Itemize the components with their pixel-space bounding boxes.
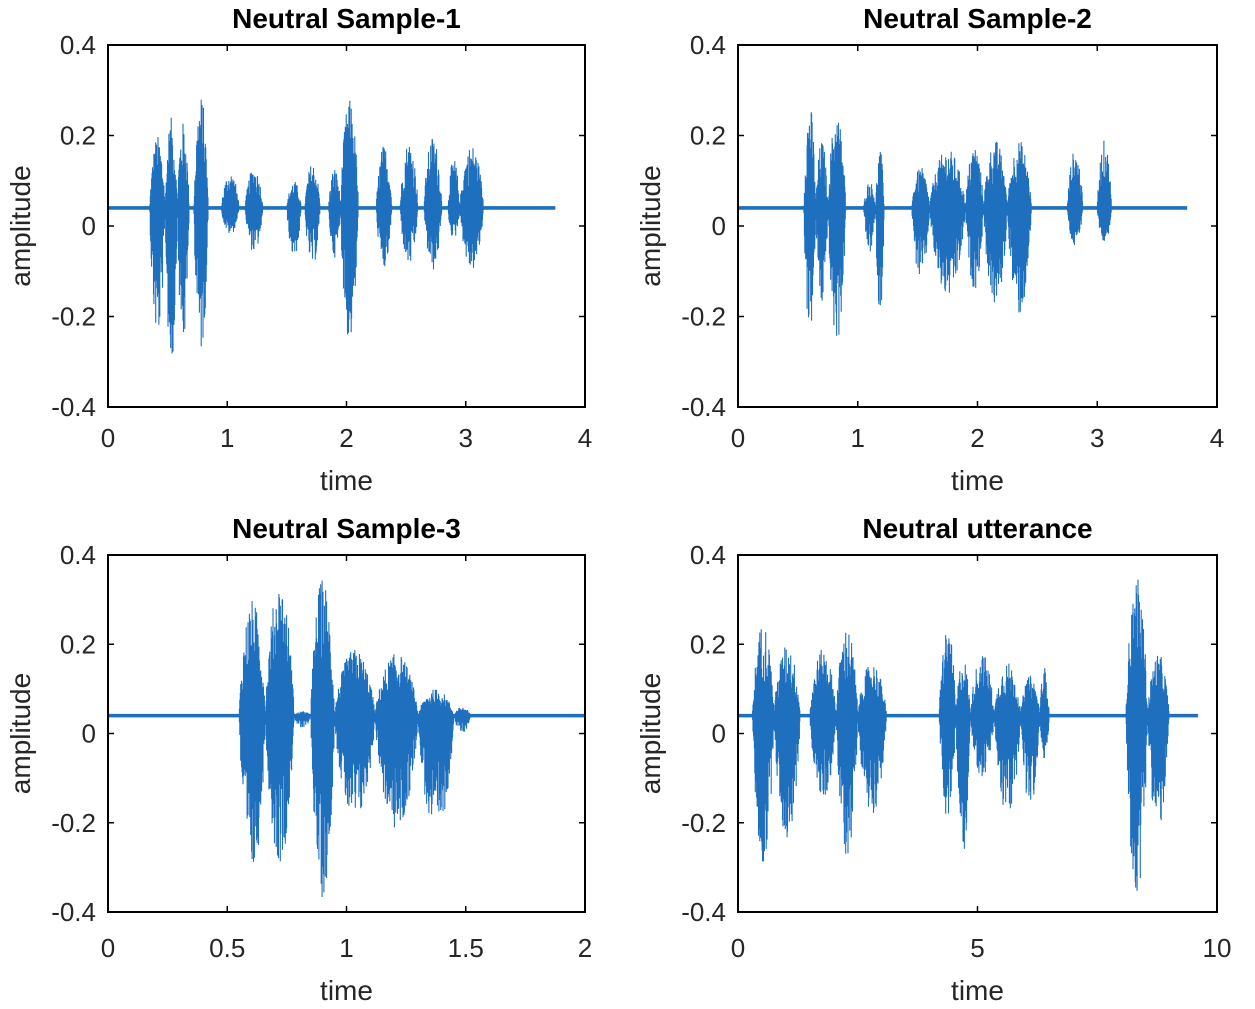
y-tick-label: 0 [712,211,726,241]
y-axis-label: amplitude [635,673,666,794]
x-tick-label: 10 [1203,933,1232,963]
y-tick-label: 0 [712,719,726,749]
x-tick-label: 3 [1090,423,1104,453]
x-tick-label: 0.5 [209,933,245,963]
subplot-title: Neutral Sample-3 [232,513,461,544]
y-tick-label: 0.2 [690,629,726,659]
y-tick-label: 0.2 [60,629,96,659]
y-tick-label: -0.2 [51,808,96,838]
x-tick-label: 0 [731,423,745,453]
x-axis-label: time [320,975,373,1006]
x-tick-label: 1.5 [448,933,484,963]
y-tick-label: 0 [82,211,96,241]
y-tick-label: 0.2 [690,121,726,151]
y-axis-label: amplitude [5,165,36,286]
y-tick-label: -0.4 [681,392,726,422]
x-axis-label: time [951,465,1004,496]
y-tick-label: 0 [82,719,96,749]
x-tick-label: 1 [851,423,865,453]
y-tick-label: 0.4 [690,540,726,570]
y-tick-label: 0.4 [60,540,96,570]
subplot-grid: 0 1 2 3 4 0.4 0.2 0 -0.2 -0.4 Neutral Sample-1 time… [5,3,1231,1006]
y-tick-label: -0.2 [681,302,726,332]
x-tick-label: 0 [101,423,115,453]
x-tick-label: 2 [970,423,984,453]
subplot-title: Neutral Sample-2 [863,3,1092,34]
x-tick-label: 2 [339,423,353,453]
x-tick-label: 2 [578,933,592,963]
x-tick-label: 5 [970,933,984,963]
x-tick-label: 3 [459,423,473,453]
y-tick-label: 0.4 [60,30,96,60]
y-tick-label: -0.2 [681,808,726,838]
y-tick-label: -0.2 [51,302,96,332]
y-tick-label: 0.2 [60,121,96,151]
x-tick-label: 4 [1210,423,1224,453]
subplot-title: Neutral utterance [862,513,1092,544]
x-tick-label: 0 [731,933,745,963]
x-tick-label: 0 [101,933,115,963]
subplot-3: 0 0.5 1 1.5 2 0.4 0.2 0 -0.2 -0.4 Neutral Sample-3… [5,513,592,1006]
y-tick-label: -0.4 [51,392,96,422]
subplot-2: 0 1 2 3 4 0.4 0.2 0 -0.2 -0.4 Neutral Sample-2 time… [635,3,1224,496]
y-tick-label: 0.4 [690,30,726,60]
x-tick-label: 4 [578,423,592,453]
x-tick-label: 1 [339,933,353,963]
subplot-1: 0 1 2 3 4 0.4 0.2 0 -0.2 -0.4 Neutral Sample-1 time… [5,3,592,496]
x-axis-label: time [951,975,1004,1006]
subplot-4: 0 5 10 0.4 0.2 0 -0.2 -0.4 Neutral utterance time… [635,513,1231,1006]
y-tick-label: -0.4 [51,897,96,927]
x-axis-label: time [320,465,373,496]
y-axis-label: amplitude [635,165,666,286]
y-axis-label: amplitude [5,673,36,794]
subplot-title: Neutral Sample-1 [232,3,461,34]
y-tick-label: -0.4 [681,897,726,927]
x-tick-label: 1 [220,423,234,453]
